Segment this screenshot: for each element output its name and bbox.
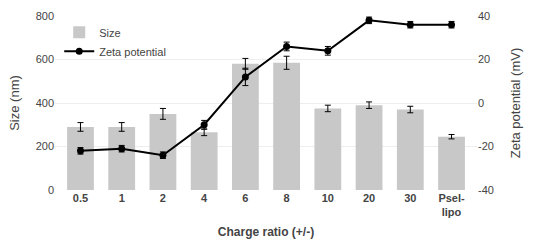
svg-text:Size: Size [99, 27, 120, 39]
svg-text:400: 400 [36, 97, 54, 109]
svg-text:Psel-lipo: Psel-lipo [438, 192, 465, 218]
svg-text:800: 800 [36, 10, 54, 22]
svg-text:0: 0 [48, 184, 54, 196]
svg-text:Zeta potential (mV): Zeta potential (mV) [508, 48, 523, 159]
svg-text:4: 4 [201, 192, 208, 204]
svg-text:200: 200 [36, 140, 54, 152]
svg-text:20: 20 [478, 53, 490, 65]
svg-text:600: 600 [36, 53, 54, 65]
svg-text:8: 8 [284, 192, 290, 204]
svg-text:2: 2 [160, 192, 166, 204]
svg-text:-40: -40 [478, 184, 494, 196]
svg-text:Charge ratio (+/-): Charge ratio (+/-) [218, 225, 314, 239]
svg-text:Zeta potential: Zeta potential [99, 46, 166, 58]
svg-text:0: 0 [478, 97, 484, 109]
svg-text:1: 1 [119, 192, 125, 204]
svg-text:20: 20 [363, 192, 375, 204]
svg-text:30: 30 [404, 192, 416, 204]
svg-text:6: 6 [242, 192, 248, 204]
svg-text:Size (nm): Size (nm) [7, 75, 22, 131]
svg-text:40: 40 [478, 10, 490, 22]
svg-text:-20: -20 [478, 140, 494, 152]
svg-text:0.5: 0.5 [73, 192, 88, 204]
svg-text:10: 10 [322, 192, 334, 204]
